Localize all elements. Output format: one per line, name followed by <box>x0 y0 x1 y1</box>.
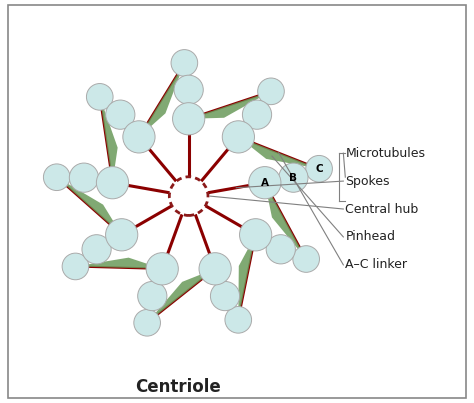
Text: C: C <box>315 164 323 174</box>
Text: Central hub: Central hub <box>346 203 419 216</box>
Text: A: A <box>261 178 269 188</box>
Circle shape <box>169 177 208 216</box>
Text: Microtubules: Microtubules <box>346 147 426 160</box>
Polygon shape <box>147 269 215 323</box>
Circle shape <box>174 75 203 104</box>
Circle shape <box>82 235 111 264</box>
Circle shape <box>258 78 284 105</box>
Circle shape <box>106 219 138 251</box>
Circle shape <box>225 307 252 333</box>
Circle shape <box>96 166 128 199</box>
Circle shape <box>249 166 281 199</box>
Circle shape <box>134 310 161 336</box>
Polygon shape <box>265 183 306 259</box>
Circle shape <box>173 103 205 135</box>
Circle shape <box>146 253 178 285</box>
Text: Spokes: Spokes <box>346 174 390 187</box>
Circle shape <box>222 121 255 153</box>
Circle shape <box>279 163 308 192</box>
Circle shape <box>293 246 319 272</box>
Polygon shape <box>139 63 184 137</box>
Circle shape <box>239 219 272 251</box>
Circle shape <box>171 50 198 76</box>
Text: A–C linker: A–C linker <box>346 258 408 271</box>
Circle shape <box>242 100 272 129</box>
Polygon shape <box>57 177 122 235</box>
Circle shape <box>123 121 155 153</box>
Polygon shape <box>238 137 319 169</box>
Circle shape <box>69 163 99 192</box>
Text: Centriole: Centriole <box>135 378 221 396</box>
Circle shape <box>210 281 240 311</box>
Circle shape <box>306 156 332 182</box>
Polygon shape <box>75 258 162 269</box>
Circle shape <box>44 164 70 191</box>
Polygon shape <box>100 97 118 183</box>
Text: B: B <box>290 172 297 183</box>
Polygon shape <box>238 235 255 320</box>
Circle shape <box>62 253 89 280</box>
Circle shape <box>86 83 113 110</box>
Circle shape <box>106 100 135 129</box>
Circle shape <box>137 281 167 311</box>
Text: Pinhead: Pinhead <box>346 231 395 243</box>
Circle shape <box>199 253 231 285</box>
Circle shape <box>266 235 295 264</box>
Polygon shape <box>189 91 271 119</box>
